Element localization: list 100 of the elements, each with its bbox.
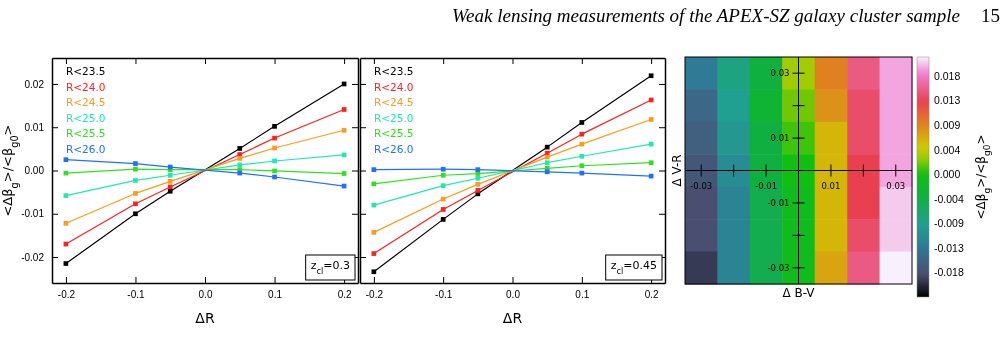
point — [579, 120, 585, 125]
point — [272, 168, 277, 174]
point — [440, 196, 446, 202]
point — [544, 150, 550, 156]
x-tick-label: 0.2 — [644, 289, 660, 301]
point — [133, 166, 138, 172]
point — [63, 220, 69, 226]
point — [133, 201, 138, 207]
point — [579, 153, 585, 159]
point — [648, 73, 654, 79]
text: R<24.0 — [374, 80, 414, 93]
point — [341, 171, 347, 176]
color-bar-label: -0.013 — [934, 241, 964, 254]
point — [272, 145, 277, 151]
point — [133, 191, 138, 196]
point — [440, 172, 446, 178]
point — [371, 230, 377, 235]
point — [440, 207, 446, 212]
text: R<24.5 — [66, 96, 106, 108]
point — [272, 124, 277, 129]
y-tick-label: 0.00 — [24, 165, 45, 177]
point — [648, 117, 654, 122]
x-tick-label: -0.1 — [435, 289, 453, 301]
point — [371, 269, 377, 275]
x-tick-label: -0.2 — [365, 289, 384, 301]
point — [272, 158, 277, 164]
point — [544, 144, 550, 150]
legend-label: R<23.5 — [66, 65, 106, 77]
x-axis-title: ΔR — [502, 310, 523, 326]
point — [579, 131, 585, 137]
x-tick-label: 0.03 — [886, 180, 906, 191]
point — [272, 135, 277, 141]
point — [63, 193, 69, 198]
color-bar-label: 0.018 — [934, 69, 961, 82]
point — [440, 217, 446, 222]
point — [475, 171, 481, 176]
color-bar-label: 0.013 — [934, 94, 961, 107]
y-tick-label: -0.02 — [21, 251, 45, 263]
point — [237, 162, 243, 168]
text: R<24.0 — [66, 80, 106, 93]
x-axis-title: Δ B-V — [782, 286, 816, 300]
x-tick-label: 0.1 — [575, 289, 590, 301]
x-tick-label: -0.1 — [127, 289, 146, 301]
x-tick-label: 0.01 — [821, 180, 841, 191]
text: 15 — [981, 5, 1000, 26]
point — [475, 188, 481, 193]
color-bar-label: -0.009 — [934, 217, 964, 230]
y-tick-label: 0.02 — [24, 78, 45, 90]
point — [341, 107, 347, 112]
point — [475, 175, 481, 181]
point — [371, 167, 377, 172]
text: R<25.0 — [374, 111, 414, 124]
color-bar-label: -0.018 — [934, 266, 964, 279]
x-tick-label: -0.2 — [57, 289, 76, 301]
point — [167, 184, 173, 190]
text: R<25.5 — [66, 127, 106, 139]
x-tick-label: 0.0 — [506, 289, 521, 301]
text: R<25.5 — [374, 127, 414, 139]
point — [341, 127, 347, 133]
annotation: z$_{cl}$=0.45 — [610, 259, 657, 276]
x-tick-label: -0.03 — [690, 180, 713, 191]
point — [544, 169, 550, 175]
point — [475, 167, 481, 172]
x-tick-label: 0.1 — [268, 289, 283, 301]
color-bar-label: 0.009 — [934, 118, 961, 131]
point — [133, 161, 138, 166]
point — [440, 166, 446, 172]
point — [440, 183, 446, 188]
series-label: R<26.0 — [374, 142, 414, 155]
color-bar-label: -0.004 — [934, 192, 964, 205]
series-label: R<26.0 — [66, 142, 106, 155]
text: Weak lensing measurements of the APEX-SZ galaxy cluster sample — [452, 5, 960, 26]
point — [272, 174, 277, 180]
point — [648, 160, 654, 166]
text: R<24.5 — [374, 96, 414, 108]
x-tick-label: 0.2 — [337, 289, 352, 301]
point — [133, 211, 138, 217]
point — [579, 163, 585, 169]
color-bar-label: 0.000 — [934, 168, 961, 181]
point — [579, 170, 585, 176]
y-tick-label: -0.03 — [767, 262, 790, 273]
point — [544, 154, 550, 160]
y-tick-label: 0.01 — [24, 121, 45, 133]
point — [167, 172, 173, 178]
point — [237, 146, 243, 151]
y-tick-label: -0.01 — [21, 208, 45, 220]
x-axis-title: ΔR — [195, 310, 215, 326]
point — [544, 160, 550, 166]
y-axis-title: Δ V-R — [670, 154, 684, 187]
x-tick-label: 0.0 — [198, 289, 213, 301]
point — [475, 182, 481, 187]
y-tick-label: -0.01 — [767, 197, 790, 208]
y-tick-label: 0.01 — [770, 133, 790, 144]
legend-label: R<23.5 — [374, 65, 414, 77]
point — [167, 188, 173, 194]
point — [579, 141, 585, 147]
text: R<25.0 — [66, 111, 106, 124]
point — [63, 157, 69, 163]
point — [237, 156, 243, 161]
x-tick-label: -0.01 — [755, 180, 778, 191]
